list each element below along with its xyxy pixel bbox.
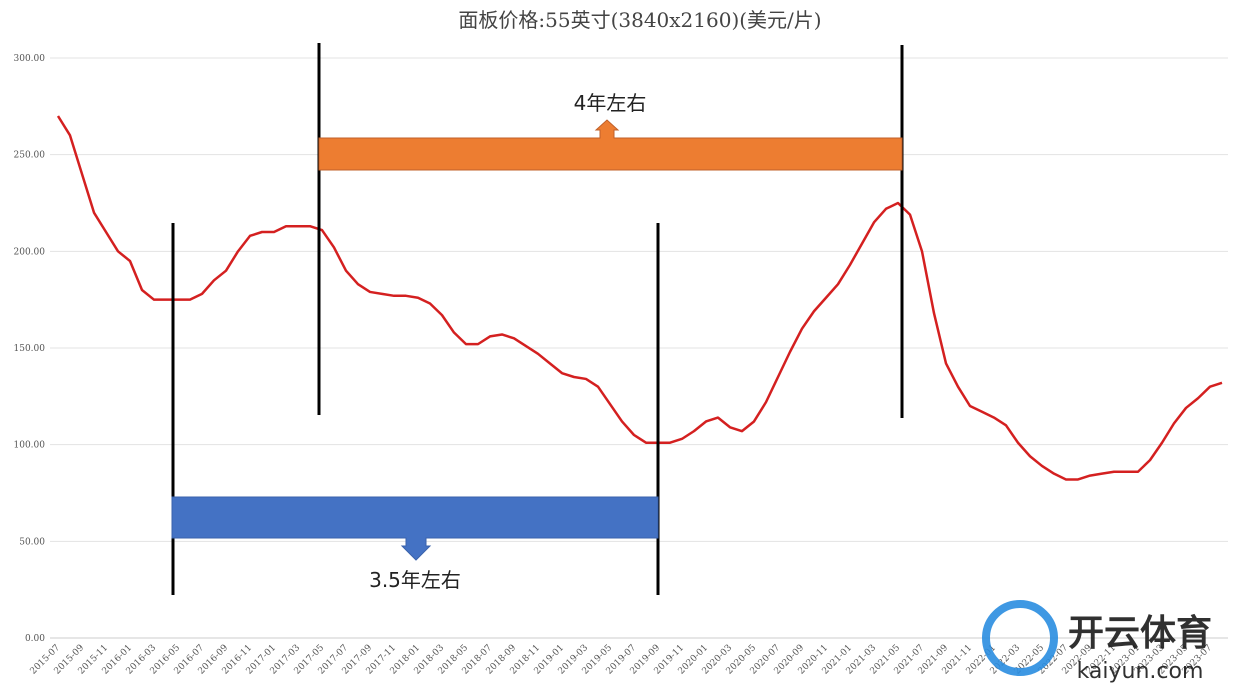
period-arrow [171, 496, 659, 561]
watermark-text: 开云体育 [1068, 613, 1212, 654]
annotation: 3.5年左右 [369, 568, 461, 592]
annotations: 4年左右 3.5年左右 [171, 43, 904, 595]
y-tick-label: 250.00 [14, 151, 46, 161]
chart-title: 面板价格:55英寸(3840x2160)(美元/片) [458, 8, 821, 32]
annotation: 4年左右 [574, 91, 647, 115]
watermark-text: kaiyun.com [1077, 659, 1204, 684]
y-tick-label: 0.00 [25, 634, 45, 644]
y-tick-label: 100.00 [14, 441, 46, 451]
logo [982, 600, 1058, 676]
y-tick-label: 200.00 [14, 247, 46, 257]
line-series [56, 115, 1223, 481]
y-tick-label: 50.00 [19, 537, 45, 547]
watermark: 开云体育 kaiyun.com [982, 600, 1212, 684]
period-arrow [318, 119, 903, 171]
y-tick-label: 150.00 [14, 344, 46, 354]
y-tick-label: 300.00 [14, 54, 46, 64]
